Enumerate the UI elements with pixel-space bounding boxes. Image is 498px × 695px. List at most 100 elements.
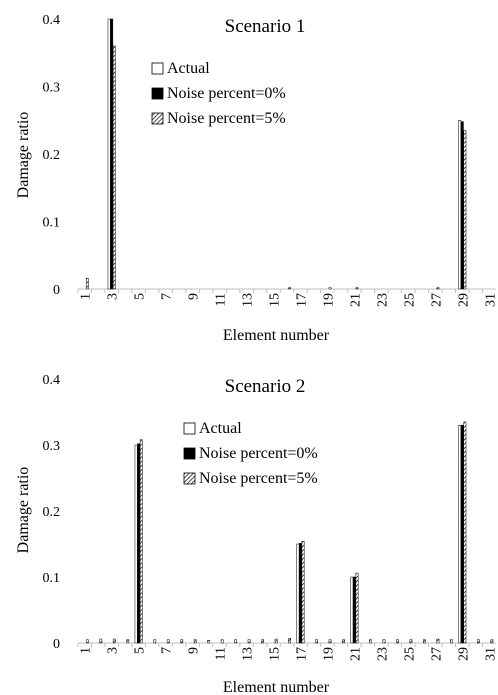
x-tick-label: 25 — [402, 647, 417, 661]
x-tick-label: 13 — [241, 647, 256, 661]
x-tick-label: 29 — [456, 293, 471, 307]
x-tick-label: 1 — [79, 293, 94, 300]
x-tick-label: 13 — [241, 293, 256, 307]
bar-element-29-series-2 — [460, 121, 464, 290]
bar-element-5-series-1 — [134, 444, 138, 644]
y-tick-label: 0 — [53, 637, 60, 652]
bar-element-15-series-3 — [274, 638, 278, 644]
y-axis-title: Damage ratio — [15, 112, 32, 199]
bar-element-5-series-3 — [139, 439, 143, 644]
legend-label: Noise percent=0% — [167, 85, 286, 102]
y-tick-label: 0.4 — [43, 13, 61, 28]
bar-element-31-series-3 — [490, 639, 494, 644]
chart-title: Scenario 2 — [225, 376, 306, 397]
legend-swatch — [183, 447, 196, 460]
bar-element-3-series-3 — [112, 638, 116, 644]
bar-element-16-series-3 — [288, 638, 291, 644]
x-tick-label: 3 — [106, 293, 121, 300]
bar-element-17-series-2 — [299, 543, 302, 644]
x-tick-label: 17 — [295, 293, 310, 307]
x-tick-label: 23 — [375, 293, 390, 307]
x-tick-label: 1 — [79, 647, 94, 654]
bar-element-19-series-3 — [328, 639, 332, 644]
y-tick-labels: 0 0.1 0.2 0.3 0.4 — [43, 13, 61, 298]
y-tick-label: 0.3 — [43, 81, 61, 96]
x-tick-labels: 1 3 5 7 9 11 13 15 17 19 21 23 25 27 29 31 — [79, 293, 498, 307]
bar-element-27-series-3 — [436, 287, 440, 290]
x-tick-label: 27 — [429, 293, 444, 307]
x-tick-label: 21 — [348, 647, 363, 661]
x-tick-label: 21 — [348, 293, 363, 307]
bar-element-20-series-3 — [342, 639, 345, 644]
x-tick-label: 5 — [133, 293, 148, 300]
legend-swatch — [183, 472, 196, 485]
bar-element-6-series-3 — [153, 639, 157, 644]
x-tick-label: 15 — [268, 293, 283, 307]
y-tick-label: 0.2 — [43, 148, 61, 163]
x-tick-label: 5 — [133, 647, 148, 654]
bar-element-9-series-3 — [193, 639, 197, 644]
bar-element-29-series-1 — [458, 120, 462, 290]
bar-element-27-series-3 — [436, 638, 440, 644]
bar-element-13-series-3 — [247, 639, 251, 644]
bar-element-2-series-3 — [99, 638, 103, 644]
legend-swatch — [151, 87, 164, 100]
bar-element-22-series-3 — [369, 639, 372, 644]
bar-element-24-series-3 — [396, 639, 399, 644]
bar-element-26-series-3 — [423, 639, 426, 644]
legend-label: Noise percent=5% — [167, 110, 286, 127]
x-axis-title: Element number — [223, 327, 330, 344]
bar-element-19-series-3 — [328, 287, 332, 290]
legend-label: Noise percent=0% — [199, 445, 318, 462]
y-tick-label: 0.1 — [43, 571, 61, 586]
x-tick-label: 31 — [483, 647, 498, 661]
x-tick-label: 9 — [187, 647, 202, 654]
bar-element-28-series-3 — [450, 639, 453, 644]
bar-element-10-series-3 — [207, 640, 211, 644]
bar-element-29-series-1 — [458, 424, 462, 644]
x-tick-label: 3 — [106, 647, 121, 654]
legend-label: Actual — [199, 420, 242, 437]
bar-element-29-series-3 — [463, 130, 467, 290]
x-tick-label: 31 — [483, 293, 498, 307]
y-tick-label: 0.2 — [43, 505, 61, 520]
y-tick-label: 0.4 — [43, 373, 61, 388]
y-axis-title: Damage ratio — [15, 467, 32, 554]
x-tick-label: 17 — [295, 647, 310, 661]
legend-swatch — [183, 422, 196, 435]
bar-element-18-series-3 — [315, 639, 318, 644]
bar-element-7-series-3 — [166, 639, 170, 644]
bar-element-23-series-3 — [382, 639, 386, 644]
chart-scenario-2: Scenario 2 Damage ratio Element number 0… — [15, 373, 498, 695]
x-tick-label: 19 — [322, 293, 337, 307]
bar-element-25-series-3 — [409, 639, 413, 644]
bar-element-17-series-3 — [301, 541, 305, 644]
x-tick-label: 19 — [322, 647, 337, 661]
x-tick-label: 7 — [160, 647, 175, 654]
y-tick-label: 0.1 — [43, 216, 61, 231]
x-tick-label: 7 — [160, 293, 175, 300]
x-tick-label: 11 — [214, 293, 229, 306]
chart-title: Scenario 1 — [225, 16, 306, 37]
bar-element-21-series-1 — [350, 576, 354, 644]
chart-scenario-1: Scenario 1 Damage ratio Element number 0… — [15, 13, 498, 344]
bar-element-21-series-3 — [355, 287, 359, 290]
x-tick-label: 27 — [429, 647, 444, 661]
x-tick-label: 25 — [402, 293, 417, 307]
legend-swatch — [151, 62, 164, 75]
legend: Actual Noise percent=0% Noise percent=5% — [151, 60, 286, 127]
bar-element-29-series-2 — [460, 424, 464, 644]
y-tick-label: 0.3 — [43, 439, 61, 454]
bar-element-3-series-3 — [112, 45, 116, 290]
bar-element-29-series-3 — [463, 421, 467, 644]
bar-element-3-series-1 — [107, 18, 111, 290]
bar-element-17-series-1 — [296, 543, 300, 644]
x-tick-label: 29 — [456, 647, 471, 661]
y-tick-label: 0 — [53, 283, 60, 298]
bar-element-21-series-2 — [353, 576, 356, 644]
plot-area — [77, 421, 496, 647]
x-tick-label: 11 — [214, 647, 229, 660]
legend-swatch — [151, 112, 164, 125]
x-tick-label: 9 — [187, 293, 202, 300]
